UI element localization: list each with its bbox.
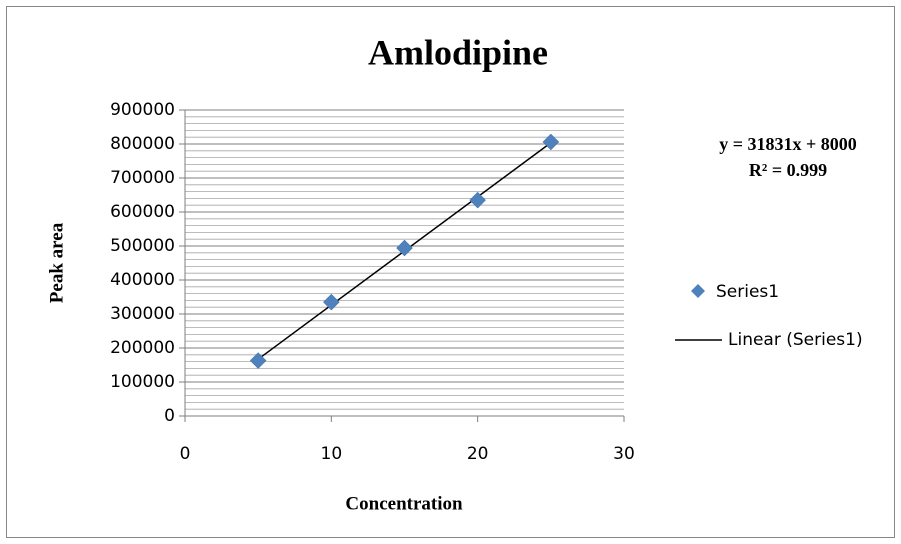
y-tick-label: 0 xyxy=(164,406,175,426)
y-tick-label: 700000 xyxy=(110,168,175,188)
trendline-r-squared: R² = 0.999 xyxy=(749,160,827,180)
x-axis-title: Concentration xyxy=(345,493,463,514)
y-tick-label: 600000 xyxy=(110,202,175,222)
legend-label: Series1 xyxy=(716,282,779,302)
y-tick-label: 400000 xyxy=(110,270,175,290)
y-tick-label: 500000 xyxy=(110,236,175,256)
y-axis-title: Peak area xyxy=(46,222,67,303)
x-tick-label: 30 xyxy=(613,444,635,464)
x-tick-label: 0 xyxy=(180,444,191,464)
data-point xyxy=(469,191,487,209)
data-point xyxy=(249,352,267,369)
data-point xyxy=(542,133,560,151)
y-tick-label: 100000 xyxy=(110,372,175,392)
legend-label: Linear (Series1) xyxy=(728,330,863,350)
y-tick-label: 200000 xyxy=(110,338,175,358)
y-tick-label: 900000 xyxy=(110,100,175,120)
legend-marker xyxy=(691,284,705,298)
data-point xyxy=(396,239,413,257)
data-point xyxy=(322,293,340,311)
chart-title: Amlodipine xyxy=(368,32,548,72)
trendline-equation: y = 31831x + 8000 xyxy=(719,134,857,154)
x-tick-label: 10 xyxy=(321,444,343,464)
y-tick-label: 300000 xyxy=(110,304,175,324)
x-tick-label: 20 xyxy=(467,444,489,464)
y-tick-label: 800000 xyxy=(110,134,175,154)
chart-border xyxy=(6,6,895,538)
